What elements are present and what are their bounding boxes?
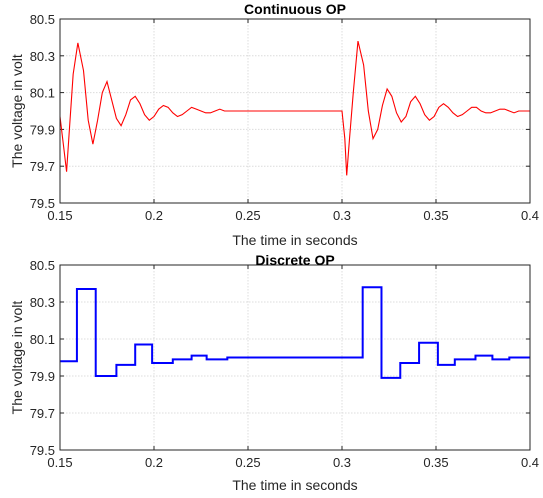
plot-frame <box>59 264 531 451</box>
series-line-1 <box>59 40 530 176</box>
x-tick-label: 0.4 <box>521 455 539 470</box>
y-tick-label: 80.1 <box>30 332 55 347</box>
y-tick-label: 79.7 <box>30 159 55 174</box>
x-axis-label: The time in seconds <box>232 477 357 493</box>
x-tick-label: 0.25 <box>235 208 260 223</box>
y-tick-label: 80.5 <box>30 12 55 27</box>
x-tick-label: 0.2 <box>145 208 163 223</box>
x-tick-label: 0.2 <box>145 455 163 470</box>
plot-frame <box>59 18 531 204</box>
x-axis-label: The time in seconds <box>232 232 357 248</box>
x-tick-label: 0.3 <box>333 455 351 470</box>
x-tick-label: 0.15 <box>47 208 72 223</box>
y-tick-label: 80.3 <box>30 295 55 310</box>
y-axis-label: The voltage in volt <box>9 54 25 168</box>
y-tick-label: 80.3 <box>30 49 55 64</box>
x-tick-label: 0.3 <box>333 208 351 223</box>
y-tick-label: 79.9 <box>30 122 55 137</box>
x-tick-label: 0.4 <box>521 208 539 223</box>
y-tick-label: 80.1 <box>30 86 55 101</box>
series-line-1 <box>60 286 530 379</box>
chart-title: Continuous OP <box>244 1 346 17</box>
chart-title: Discrete OP <box>255 252 334 268</box>
y-axis-label: The voltage in volt <box>9 301 25 415</box>
y-tick-label: 79.7 <box>30 406 55 421</box>
x-tick-label: 0.15 <box>47 455 72 470</box>
x-tick-label: 0.35 <box>423 455 448 470</box>
x-tick-label: 0.35 <box>423 208 448 223</box>
chart-panel-1: 0.15 0.2 0.25 0.3 0.35 0.4 79.5 79.7 79.9 80.1 80.… <box>9 1 539 248</box>
y-tick-label: 79.5 <box>30 443 55 458</box>
x-tick-label: 0.25 <box>235 455 260 470</box>
chart-panel-2: 0.15 0.2 0.25 0.3 0.35 0.4 79.5 79.7 79.9 80.1 80.… <box>9 252 539 493</box>
y-tick-label: 79.9 <box>30 369 55 384</box>
y-tick-label: 80.5 <box>30 258 55 273</box>
y-tick-label: 79.5 <box>30 196 55 211</box>
